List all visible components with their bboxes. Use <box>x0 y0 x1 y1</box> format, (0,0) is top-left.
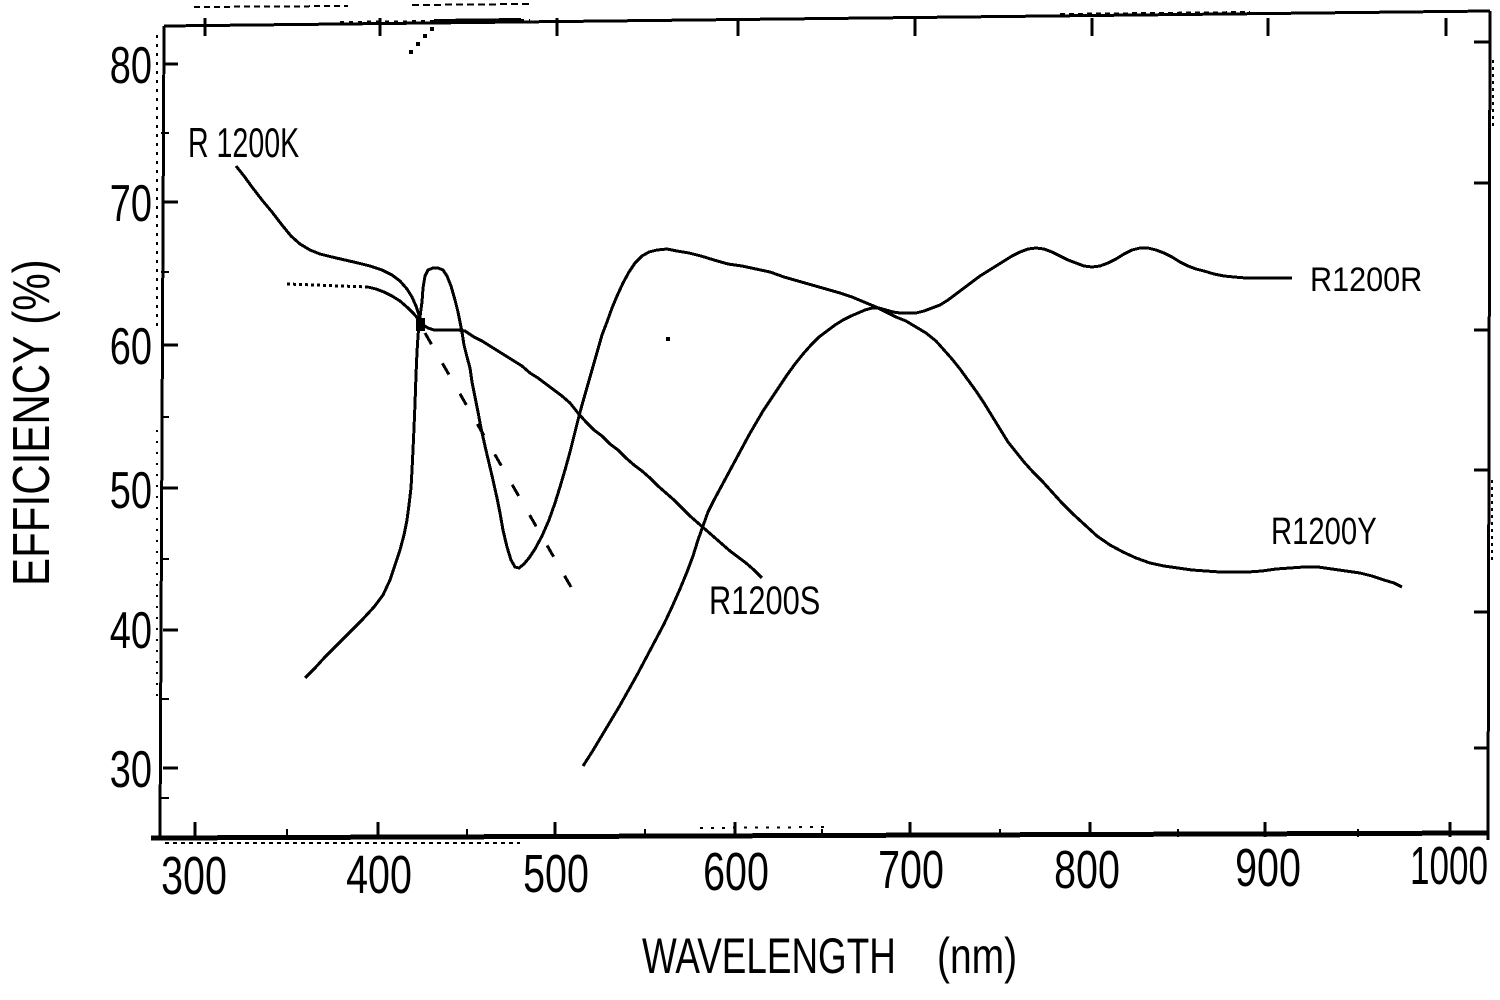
svg-text:800: 800 <box>1054 840 1120 901</box>
svg-text:70: 70 <box>110 174 152 232</box>
svg-text:R 1200K: R 1200K <box>188 118 299 166</box>
svg-text:600: 600 <box>703 842 769 903</box>
svg-text:700: 700 <box>878 840 944 901</box>
svg-text:400: 400 <box>346 845 412 906</box>
svg-text:R1200R: R1200R <box>1310 261 1422 299</box>
svg-text:80: 80 <box>110 36 152 94</box>
svg-text:40: 40 <box>110 601 152 659</box>
svg-text:60: 60 <box>110 317 152 375</box>
svg-text:50: 50 <box>110 461 152 519</box>
svg-text:500: 500 <box>523 844 589 905</box>
svg-text:30: 30 <box>110 740 152 798</box>
svg-text:900: 900 <box>1235 838 1301 899</box>
svg-text:1000: 1000 <box>1410 835 1488 895</box>
svg-text:(nm): (nm) <box>937 927 1017 984</box>
svg-text:EFFICIENCY (%): EFFICIENCY (%) <box>3 259 61 586</box>
svg-text:WAVELENGTH: WAVELENGTH <box>642 929 896 985</box>
svg-text:R1200Y: R1200Y <box>1271 510 1377 553</box>
svg-text:R1200S: R1200S <box>709 578 820 623</box>
svg-text:300: 300 <box>161 846 227 907</box>
